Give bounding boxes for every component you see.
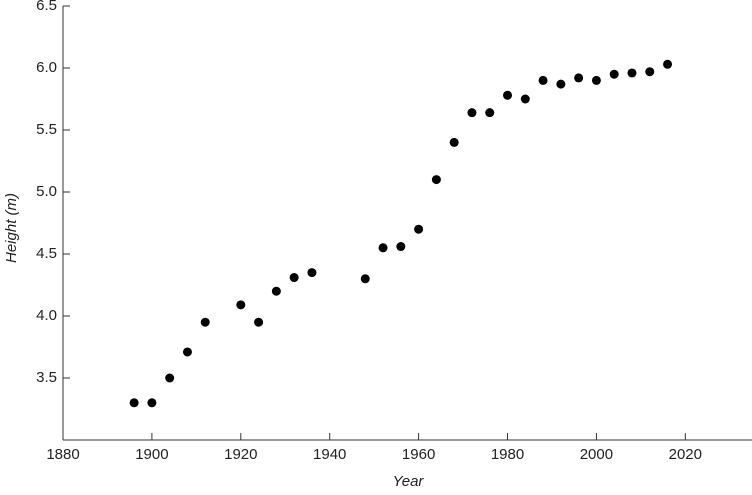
point xyxy=(360,274,370,284)
point xyxy=(129,398,139,408)
x-tick-label: 1980 xyxy=(491,446,524,463)
point xyxy=(645,67,655,77)
point xyxy=(414,224,424,234)
x-tick-label: 1920 xyxy=(224,446,257,463)
point xyxy=(574,73,584,83)
x-tick-label: 2000 xyxy=(580,446,613,463)
point xyxy=(467,108,477,118)
x-tick-label: 1940 xyxy=(313,446,346,463)
point xyxy=(396,242,406,252)
point xyxy=(485,108,495,118)
y-tick-label: 3.5 xyxy=(36,369,57,386)
point xyxy=(289,273,299,283)
y-tick-label: 4.5 xyxy=(36,245,57,262)
y-tick-label: 6.0 xyxy=(36,59,57,76)
point xyxy=(591,75,601,85)
point xyxy=(663,59,673,69)
y-tick-label: 5.0 xyxy=(36,183,57,200)
point xyxy=(236,300,246,310)
point xyxy=(556,79,566,89)
point xyxy=(520,94,530,104)
point xyxy=(254,317,264,327)
x-axis-label: Year xyxy=(393,473,425,490)
point xyxy=(165,373,175,383)
y-axis-label: Height (m) xyxy=(3,193,20,263)
point xyxy=(431,175,441,185)
x-tick-label: 1880 xyxy=(46,446,79,463)
point xyxy=(271,286,281,296)
y-tick-label: 6.5 xyxy=(36,0,57,14)
point xyxy=(182,347,192,357)
y-tick-label: 4.0 xyxy=(36,307,57,324)
x-tick-label: 2020 xyxy=(669,446,702,463)
x-tick-label: 1900 xyxy=(135,446,168,463)
y-tick-label: 5.5 xyxy=(36,121,57,138)
point xyxy=(503,90,513,100)
point xyxy=(147,398,157,408)
point xyxy=(307,268,317,278)
point xyxy=(609,69,619,79)
x-tick-label: 1960 xyxy=(402,446,435,463)
point xyxy=(627,68,637,78)
point xyxy=(538,75,548,85)
point xyxy=(378,243,388,253)
point xyxy=(449,137,459,147)
point xyxy=(200,317,210,327)
